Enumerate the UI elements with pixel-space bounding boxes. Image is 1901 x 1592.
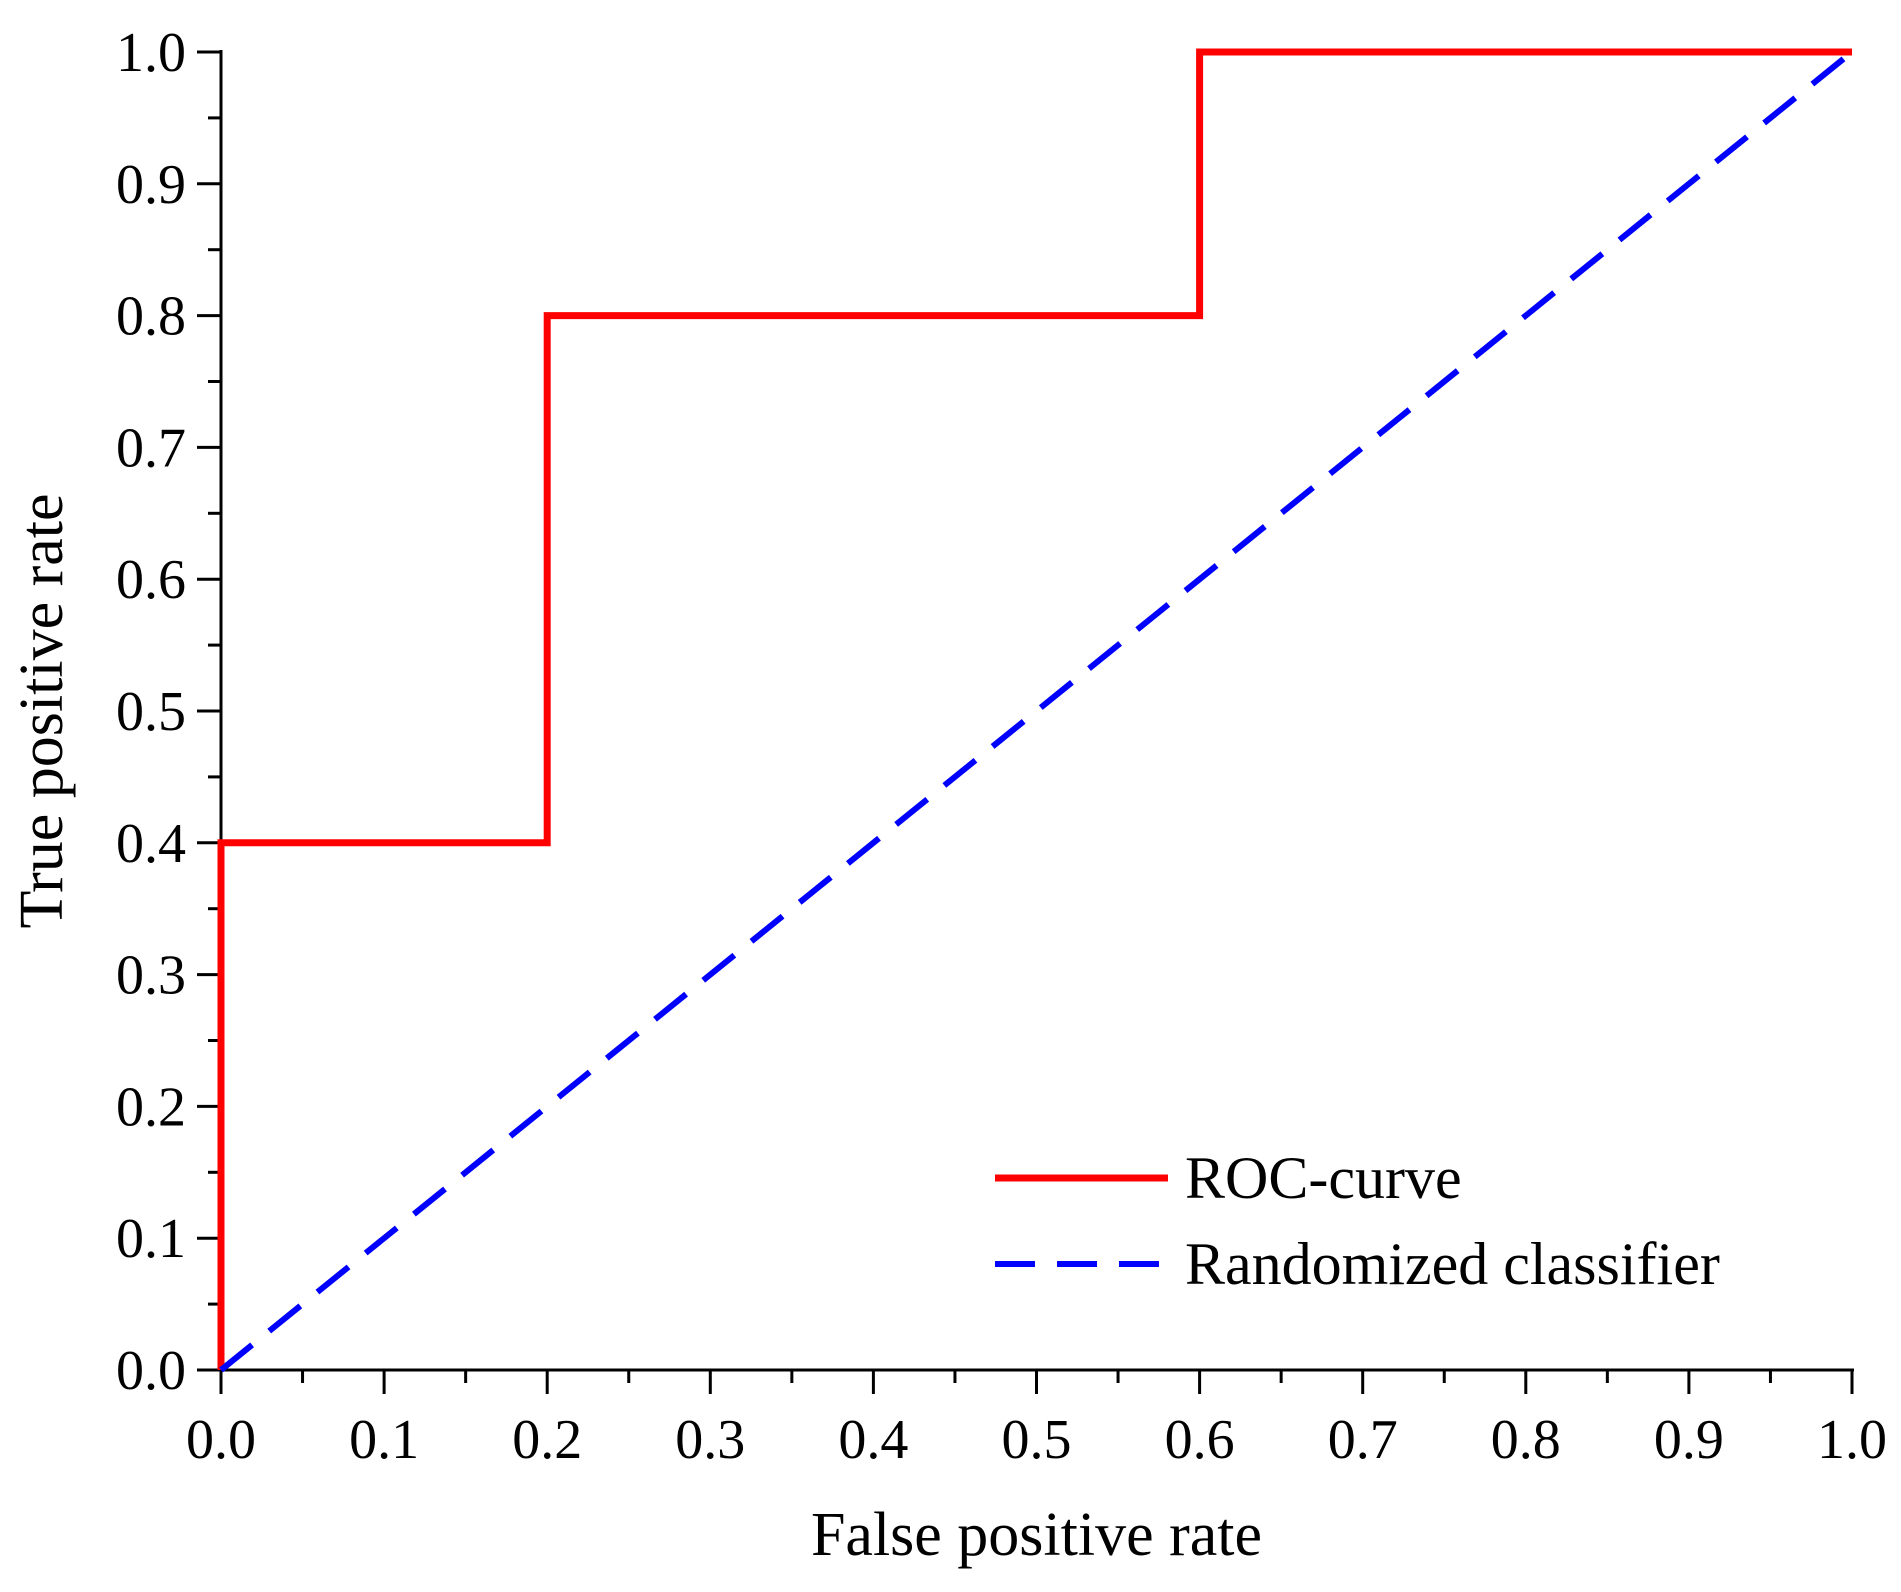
y-tick-label: 1.0 (116, 22, 186, 84)
x-axis-title: False positive rate (811, 1501, 1262, 1569)
x-tick-label: 0.0 (186, 1409, 256, 1471)
x-tick-label: 0.7 (1328, 1409, 1398, 1471)
random-classifier-line (219, 49, 1854, 1373)
y-tick-label: 0.2 (116, 1076, 186, 1138)
y-axis-title: True positive rate (8, 493, 76, 928)
y-tick-label: 0.1 (116, 1208, 186, 1270)
x-tick-label: 0.9 (1654, 1409, 1724, 1471)
y-tick-label: 0.0 (116, 1340, 186, 1402)
x-tick-label: 0.2 (512, 1409, 582, 1471)
x-tick-label: 0.4 (838, 1409, 908, 1471)
y-tick-label: 0.8 (116, 286, 186, 348)
y-tick-label: 0.4 (116, 813, 186, 875)
roc-curve-line (217, 48, 1852, 1370)
legend: ROC-curve Randomized classifier (995, 1145, 1720, 1297)
y-tick-label: 0.7 (116, 417, 186, 479)
x-tick-label: 1.0 (1817, 1409, 1887, 1471)
y-tick-label: 0.5 (116, 681, 186, 743)
ticks: 0.0 0.1 0.2 0.3 0.4 0.5 0.6 0.7 0.8 0.9 1.0 0.0 0.1 0… (116, 22, 1887, 1471)
y-tick-label: 0.6 (116, 549, 186, 611)
x-tick-label: 0.8 (1491, 1409, 1561, 1471)
y-tick-label: 0.3 (116, 945, 186, 1007)
legend-label: ROC-curve (1185, 1145, 1462, 1211)
legend-label: Randomized classifier (1185, 1231, 1720, 1297)
x-tick-label: 0.5 (1002, 1409, 1072, 1471)
x-tick-label: 0.3 (675, 1409, 745, 1471)
x-tick-label: 0.1 (349, 1409, 419, 1471)
series (217, 48, 1854, 1373)
y-tick-label: 0.9 (116, 154, 186, 216)
x-tick-label: 0.6 (1165, 1409, 1235, 1471)
